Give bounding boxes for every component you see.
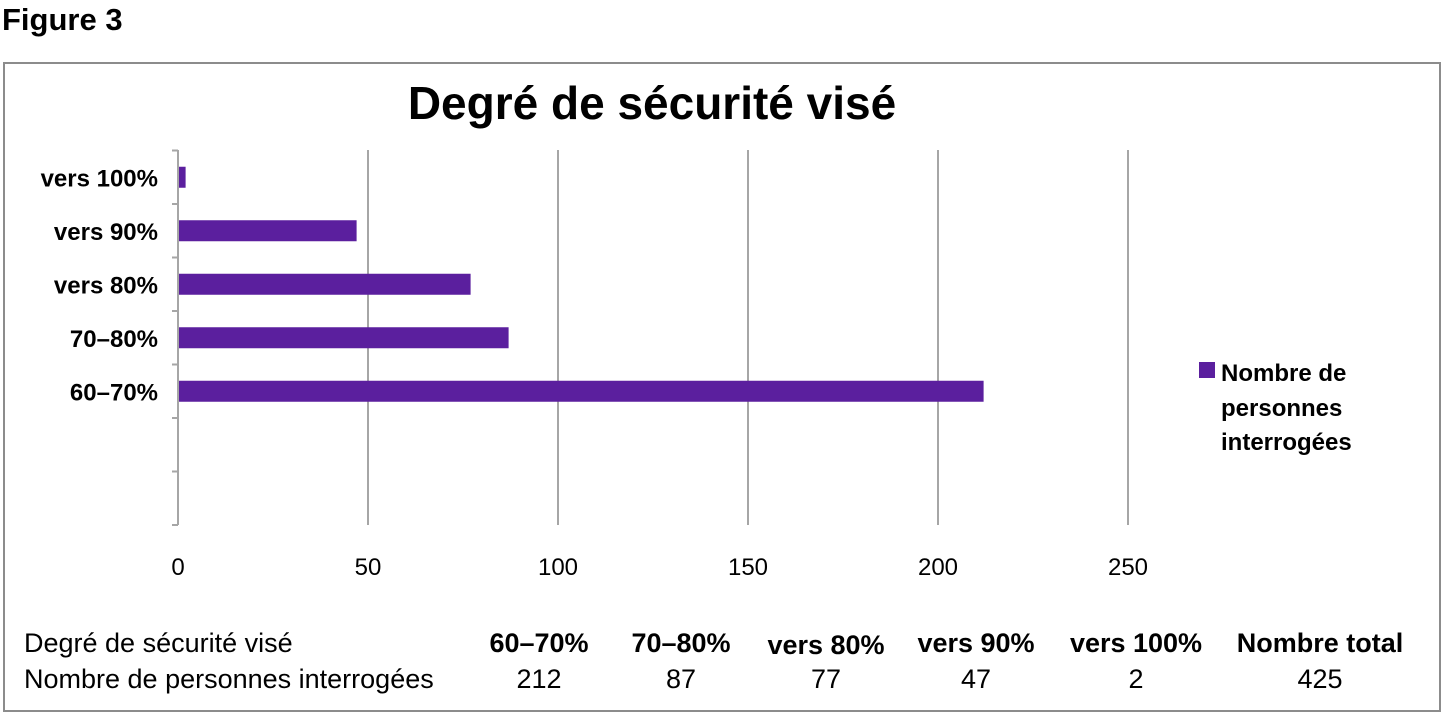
table-value: 47 [960, 664, 992, 694]
grid-lines [367, 150, 1129, 525]
chart-title: Degré de sécurité visé [408, 77, 896, 129]
x-tick-label: 50 [355, 554, 382, 581]
category-label: vers 80% [54, 272, 158, 299]
table-col-header: 70–80% [631, 628, 731, 658]
table-row-header-1: Degré de sécurité visé [24, 628, 293, 658]
x-tick-label: 150 [728, 554, 768, 581]
category-label: vers 100% [41, 165, 158, 192]
legend-line-3: interrogées [1221, 429, 1352, 456]
table-value: 77 [810, 664, 842, 694]
bar [179, 327, 509, 349]
table-row-header-2: Nombre de personnes interrogées [24, 664, 434, 694]
x-tick-labels: 0 50 100 150 200 250 [171, 554, 1148, 581]
table-value: 425 [1297, 664, 1343, 694]
bar [179, 166, 186, 188]
table-col-header: 60–70% [489, 628, 589, 658]
chart-frame [3, 62, 1441, 712]
legend-line-2: personnes [1221, 395, 1342, 422]
category-label: 60–70% [70, 379, 158, 406]
table-col-header: vers 100% [1069, 628, 1203, 658]
figure-label: Figure 3 [2, 2, 123, 37]
x-tick-label: 100 [538, 554, 578, 581]
table-value: 212 [516, 664, 562, 694]
bar [179, 273, 471, 295]
table-col-header: Nombre total [1236, 628, 1404, 658]
category-labels: 60–70% 70–80% vers 80% vers 90% vers 100% [41, 165, 158, 406]
x-tick-label: 200 [918, 554, 958, 581]
category-label: 70–80% [70, 326, 158, 353]
table-value: 87 [665, 664, 697, 694]
x-tick-label: 0 [171, 554, 184, 581]
bars [179, 166, 984, 402]
x-tick-label: 250 [1108, 554, 1148, 581]
bar [179, 380, 984, 402]
table-col-header: vers 90% [917, 628, 1035, 658]
legend-swatch [1199, 362, 1215, 378]
bar [179, 220, 357, 242]
y-axis [172, 149, 179, 526]
legend-line-1: Nombre de [1221, 360, 1346, 387]
table-value: 2 [1128, 664, 1144, 694]
legend: Nombre de personnes interrogées [1199, 360, 1352, 456]
table-col-header: vers 80% [767, 630, 885, 660]
category-label: vers 90% [54, 219, 158, 246]
